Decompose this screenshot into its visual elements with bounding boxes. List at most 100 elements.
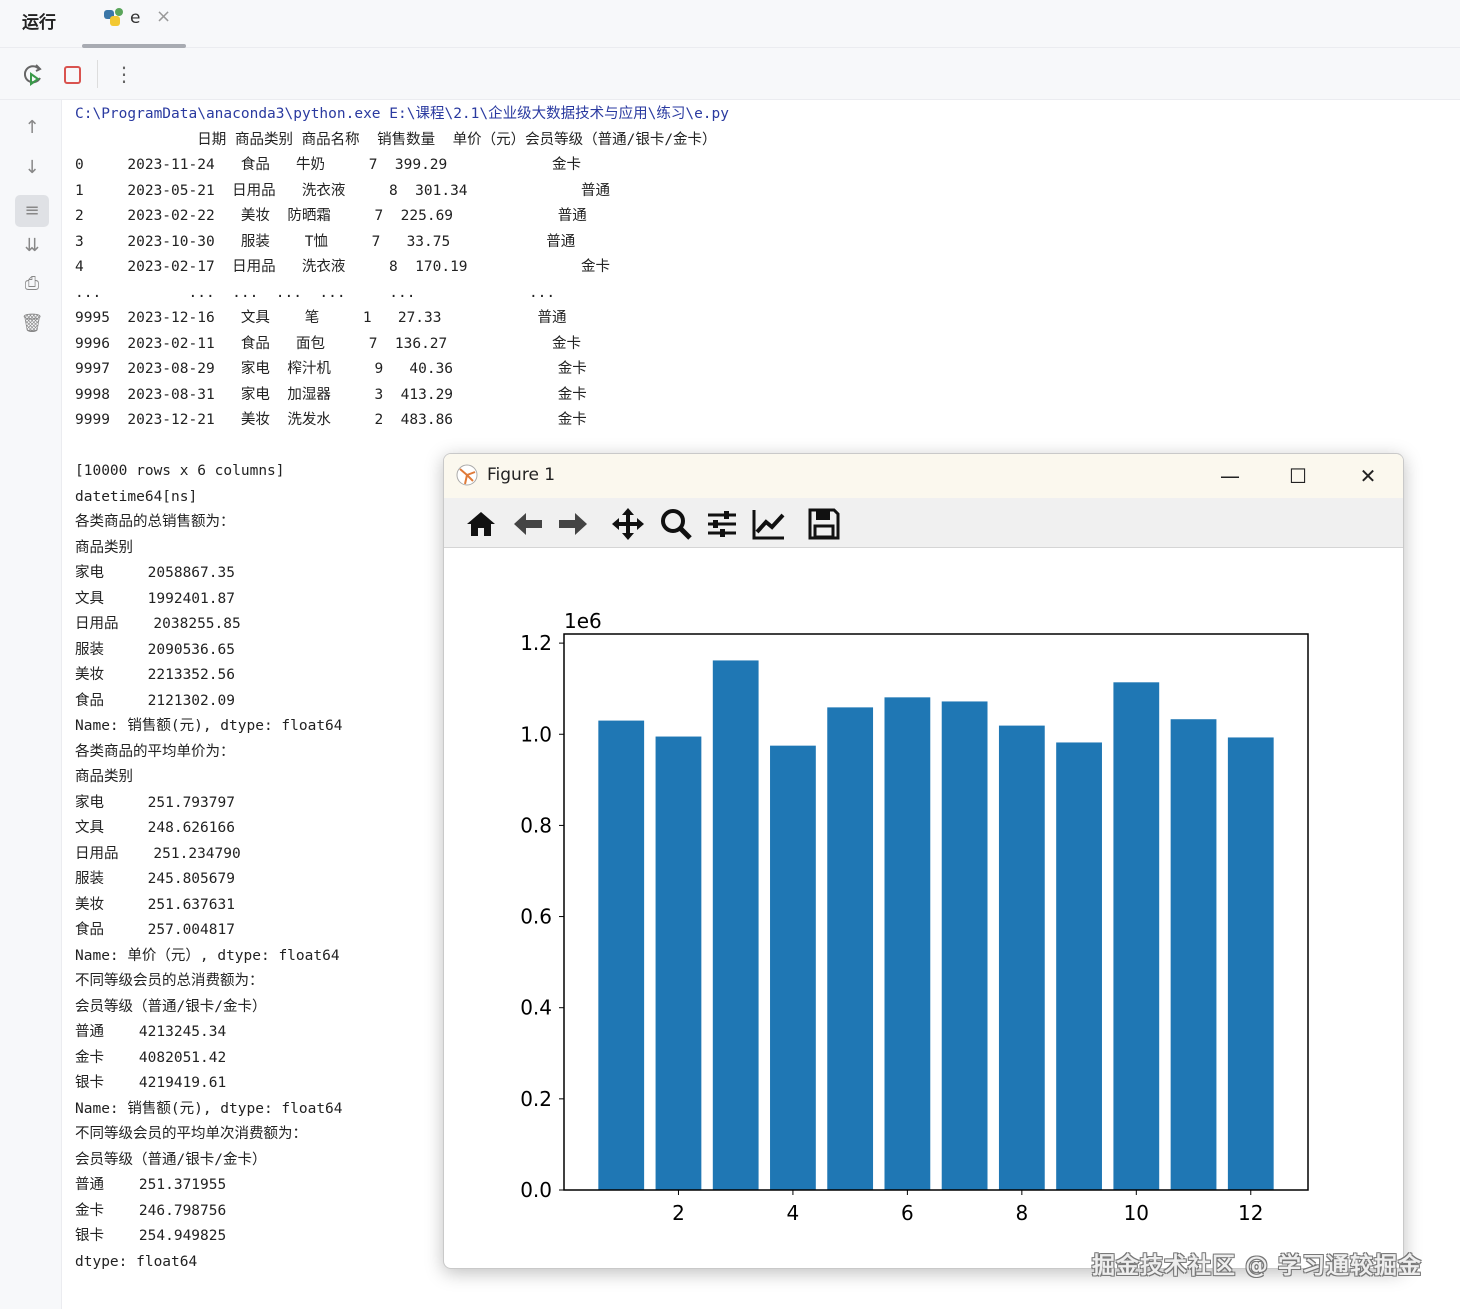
axis-offset-label: 1e6 <box>564 609 602 633</box>
trash-icon[interactable]: 🗑 <box>20 313 44 334</box>
console-gutter: ↑ ↓ ≡ ⇊ ⎙ 🗑 <box>0 100 62 1309</box>
console-line: 食品 2121302.09 <box>75 692 235 709</box>
console-line: 美妆 2213352.56 <box>75 667 235 683</box>
x-tick-label: 2 <box>672 1201 685 1225</box>
back-icon[interactable] <box>510 506 546 542</box>
console-line: 日用品 251.234790 <box>75 845 241 862</box>
x-tick-label: 8 <box>1015 1201 1028 1225</box>
console-line: Name: 销售额(元), dtype: float64 <box>75 1100 343 1117</box>
bar <box>1227 737 1274 1190</box>
plot-frame <box>563 633 1309 1191</box>
console-line: 3 2023-10-30 服装 T恤 7 33.75 普通 <box>75 233 576 250</box>
console-line: 9996 2023-02-11 食品 面包 7 136.27 金卡 <box>75 335 582 352</box>
console-line: 不同等级会员的总消费额为： <box>75 973 264 989</box>
console-line: 家电 251.793797 <box>75 794 235 811</box>
figure-title: Figure 1 <box>487 465 556 485</box>
console-line: Name: 单价（元）, dtype: float64 <box>75 947 340 964</box>
tool-window-tabbar: 运行 e × <box>0 0 1460 48</box>
console-line: [10000 rows x 6 columns] <box>75 463 285 479</box>
console-line: 服装 2090536.65 <box>75 641 235 658</box>
console-line: 2 2023-02-22 美妆 防晒霜 7 225.69 普通 <box>75 208 587 224</box>
console-line: 9995 2023-12-16 文具 笔 1 27.33 普通 <box>75 310 567 326</box>
tab-label: e <box>130 8 141 28</box>
matplotlib-icon <box>456 464 478 486</box>
bar <box>884 697 931 1190</box>
figure-toolbar <box>444 498 1403 548</box>
bar <box>712 660 759 1190</box>
console-line: 商品类别 <box>75 769 133 785</box>
console-line: 4 2023-02-17 日用品 洗衣液 8 170.19 金卡 <box>75 259 611 275</box>
bar <box>598 720 645 1190</box>
arrow-up-icon[interactable]: ↑ <box>24 117 40 138</box>
console-line: 日用品 2038255.85 <box>75 616 241 632</box>
figure-window: Figure 1 — ☐ ✕ 0.0 0.2 0.4 0.6 0.8 1.0 1.2 2 4 6 8… <box>443 453 1404 1269</box>
minimize-button[interactable]: — <box>1220 464 1240 488</box>
rerun-icon[interactable] <box>21 63 45 87</box>
console-output[interactable]: C:\ProgramData\anaconda3\python.exe E:\课… <box>75 102 729 1275</box>
x-tick-label: 12 <box>1238 1201 1263 1225</box>
more-icon[interactable]: ⋮ <box>114 62 134 86</box>
y-tick-label: 0.0 <box>520 1178 552 1202</box>
console-line: 9999 2023-12-21 美妆 洗发水 2 483.86 金卡 <box>75 412 587 428</box>
console-line: 文具 248.626166 <box>75 820 235 836</box>
console-line: dtype: float64 <box>75 1253 198 1270</box>
bar <box>1056 742 1102 1190</box>
console-line: 金卡 4082051.42 <box>75 1049 227 1066</box>
active-tab-indicator <box>82 44 186 48</box>
bar <box>770 745 816 1190</box>
console-line: 美妆 251.637631 <box>75 896 235 913</box>
stop-icon[interactable] <box>64 66 81 84</box>
y-tick-label: 0.6 <box>520 905 552 929</box>
bar <box>1170 719 1217 1190</box>
console-line: 银卡 254.949825 <box>75 1228 227 1244</box>
arrow-down-icon[interactable]: ↓ <box>24 157 40 178</box>
home-icon[interactable] <box>463 506 499 542</box>
pan-icon[interactable] <box>610 506 646 542</box>
bar <box>827 707 874 1190</box>
watermark: 掘金技术社区 @ 学习通较掘金 <box>1092 1253 1423 1279</box>
print-icon[interactable]: ⎙ <box>24 273 40 294</box>
console-line: 家电 2058867.35 <box>75 565 235 581</box>
console-line: 食品 257.004817 <box>75 922 235 938</box>
close-tab-icon[interactable]: × <box>156 6 172 27</box>
zoom-icon[interactable] <box>658 506 694 542</box>
y-tick-label: 1.0 <box>520 722 552 746</box>
console-line: ... ... ... ... ... ... ... <box>75 284 556 301</box>
bar <box>1113 682 1160 1190</box>
edit-axis-icon[interactable] <box>751 506 787 542</box>
run-toolbar: ⋮ <box>0 48 1460 100</box>
console-line: 商品类别 <box>75 539 133 556</box>
y-tick-label: 0.8 <box>520 813 552 837</box>
close-button[interactable]: ✕ <box>1359 464 1377 488</box>
toolbar-divider <box>97 60 98 88</box>
y-tick-label: 0.4 <box>520 996 552 1020</box>
console-line: 9997 2023-08-29 家电 榨汁机 9 40.36 金卡 <box>75 361 587 377</box>
tab-e[interactable]: e × <box>82 0 186 48</box>
console-line: 服装 245.805679 <box>75 871 235 887</box>
python-icon <box>104 8 123 26</box>
console-line: 银卡 4219419.61 <box>75 1075 227 1091</box>
bar-chart[interactable]: 0.0 0.2 0.4 0.6 0.8 1.0 1.2 2 4 6 8 10 12 1e6 <box>444 549 1404 1269</box>
x-tick-label: 4 <box>787 1201 800 1225</box>
save-icon[interactable] <box>806 506 842 542</box>
forward-icon[interactable] <box>555 506 591 542</box>
y-tick-label: 0.2 <box>520 1087 552 1111</box>
console-line: 0 2023-11-24 食品 牛奶 7 399.29 金卡 <box>75 157 582 173</box>
console-line: 1 2023-05-21 日用品 洗衣液 8 301.34 普通 <box>75 182 611 199</box>
console-line: 9998 2023-08-31 家电 加湿器 3 413.29 金卡 <box>75 386 587 403</box>
scroll-to-end-icon[interactable]: ⇊ <box>24 235 40 256</box>
console-line: 各类商品的总销售额为： <box>75 514 235 530</box>
console-line: Name: 销售额(元), dtype: float64 <box>75 718 343 734</box>
y-tick-label: 1.2 <box>520 631 552 655</box>
configure-subplots-icon[interactable] <box>704 506 740 542</box>
console-line: 会员等级（普通/银卡/金卡） <box>75 998 267 1015</box>
x-tick-label: 6 <box>901 1201 914 1225</box>
bar <box>655 736 702 1190</box>
soft-wrap-icon[interactable]: ≡ <box>15 195 49 227</box>
figure-titlebar: Figure 1 — ☐ ✕ <box>444 454 1403 498</box>
console-line: 日期 商品类别 商品名称 销售数量 单价（元）会员等级（普通/银卡/金卡） <box>75 131 717 148</box>
console-line: 各类商品的平均单价为： <box>75 743 235 760</box>
console-line: 会员等级（普通/银卡/金卡） <box>75 1151 267 1168</box>
run-window-title: 运行 <box>22 13 56 33</box>
maximize-button[interactable]: ☐ <box>1289 464 1307 488</box>
